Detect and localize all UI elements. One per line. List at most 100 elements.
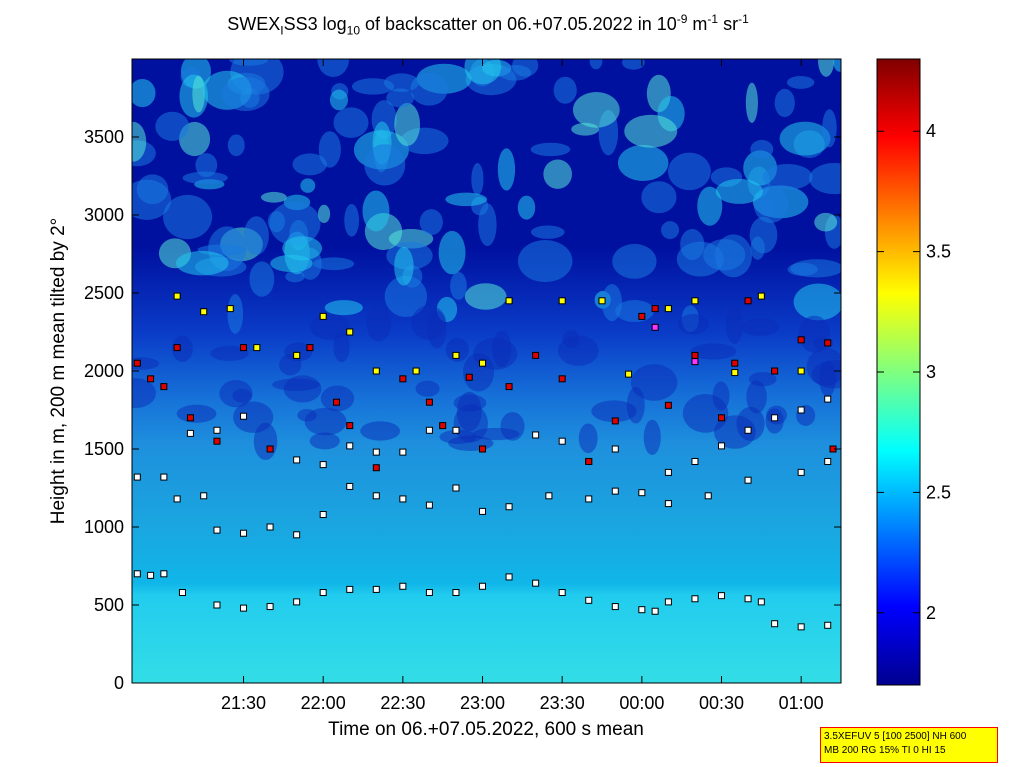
layer-marker-red bbox=[399, 375, 407, 383]
layer-marker-yellow bbox=[293, 351, 301, 359]
layer-marker-yellow bbox=[731, 369, 739, 377]
cloud-gap bbox=[233, 401, 274, 433]
cloud-patch bbox=[478, 203, 497, 247]
cloud-patch bbox=[386, 88, 415, 108]
cloud-patch bbox=[243, 216, 269, 255]
x-tick-label: 21:30 bbox=[221, 693, 266, 713]
cloud-patch bbox=[384, 275, 428, 318]
layer-marker-white bbox=[757, 598, 765, 606]
cloud-patch bbox=[790, 259, 841, 278]
cloud-patch bbox=[589, 59, 603, 70]
cloud-patch bbox=[175, 250, 229, 276]
layer-marker-white bbox=[425, 589, 433, 597]
cloud-patch bbox=[329, 89, 349, 111]
cloud-patch bbox=[260, 191, 287, 203]
cloud-gap bbox=[320, 385, 355, 412]
cloud-patch bbox=[617, 144, 669, 181]
layer-marker-white bbox=[718, 442, 726, 450]
colorbar-tick-label: 3.5 bbox=[926, 242, 951, 262]
layer-marker-red bbox=[744, 297, 752, 305]
layer-marker-white bbox=[664, 468, 672, 476]
layer-marker-white bbox=[346, 585, 354, 593]
cloud-patch bbox=[745, 82, 758, 123]
layer-marker-white bbox=[824, 395, 832, 403]
layer-marker-white bbox=[173, 495, 181, 503]
layer-marker-white bbox=[346, 442, 354, 450]
y-tick-label: 500 bbox=[94, 595, 124, 615]
cloud-patch bbox=[324, 300, 363, 316]
layer-marker-white bbox=[479, 507, 487, 515]
cloud-gap bbox=[591, 400, 637, 423]
cloud-patch bbox=[814, 212, 838, 232]
layer-marker-red bbox=[585, 457, 593, 465]
layer-marker-white bbox=[718, 592, 726, 600]
layer-marker-white bbox=[452, 589, 460, 597]
colorbar-tick-label: 4 bbox=[926, 121, 936, 141]
cloud-patch bbox=[793, 283, 841, 321]
layer-marker-white bbox=[213, 426, 221, 434]
layer-marker-white bbox=[452, 484, 460, 492]
layer-marker-yellow bbox=[452, 351, 460, 359]
y-tick-label: 0 bbox=[114, 673, 124, 693]
cloud-patch bbox=[313, 257, 355, 271]
layer-marker-white bbox=[664, 598, 672, 606]
layer-marker-white bbox=[399, 582, 407, 590]
layer-marker-white bbox=[240, 529, 248, 537]
cloud-patch bbox=[227, 134, 245, 157]
cloud-patch bbox=[192, 75, 205, 113]
layer-marker-white bbox=[505, 573, 513, 581]
y-tick-label: 3000 bbox=[84, 205, 124, 225]
layer-marker-white bbox=[293, 598, 301, 606]
x-tick-label: 01:00 bbox=[779, 693, 824, 713]
colorbar-tick-label: 2.5 bbox=[926, 482, 951, 502]
cloud-patch bbox=[132, 78, 156, 108]
layer-marker-yellow bbox=[173, 292, 181, 300]
x-tick-label: 00:00 bbox=[619, 693, 664, 713]
layer-marker-white bbox=[319, 589, 327, 597]
layer-marker-magenta bbox=[651, 323, 659, 331]
layer-marker-white bbox=[319, 461, 327, 469]
layer-marker-white bbox=[744, 595, 752, 603]
layer-marker-white bbox=[638, 606, 646, 614]
layer-marker-white bbox=[585, 596, 593, 604]
cloud-patch bbox=[410, 72, 448, 106]
layer-marker-white bbox=[664, 500, 672, 508]
layer-marker-yellow bbox=[412, 367, 420, 375]
layer-marker-white bbox=[240, 604, 248, 612]
cloud-gap bbox=[304, 407, 347, 436]
cloud-gap bbox=[558, 335, 599, 366]
layer-marker-red bbox=[651, 305, 659, 313]
cloud-gap bbox=[748, 371, 777, 387]
x-axis: 21:30 22:00 22:30 23:00 23:30 00:00 00:30 01:00 bbox=[221, 59, 824, 713]
layer-marker-white bbox=[346, 482, 354, 490]
layer-marker-white bbox=[691, 595, 699, 603]
chart-title: SWEXISS3 log10 of backscatter on 06.+07.… bbox=[227, 12, 749, 38]
layer-marker-white bbox=[186, 429, 194, 437]
y-tick-label: 2500 bbox=[84, 283, 124, 303]
cloud-patch bbox=[749, 216, 778, 254]
cloud-patch bbox=[661, 221, 680, 240]
y-tick-label: 1500 bbox=[84, 439, 124, 459]
cloud-patch bbox=[601, 283, 622, 322]
cloud-patch bbox=[450, 271, 467, 300]
x-tick-label: 00:30 bbox=[699, 693, 744, 713]
layer-marker-red bbox=[306, 344, 314, 352]
colorbar: 2 2.5 3 3.5 4 bbox=[876, 58, 951, 686]
cloud-gap bbox=[176, 404, 217, 423]
cloud-patch bbox=[750, 139, 774, 159]
cloud-patch bbox=[809, 163, 841, 195]
cloud-patch bbox=[318, 131, 341, 168]
cloud-gap bbox=[677, 314, 709, 335]
layer-marker-red bbox=[558, 375, 566, 383]
layer-marker-white bbox=[266, 523, 274, 531]
cloud-gap bbox=[172, 335, 193, 362]
layer-marker-white bbox=[651, 607, 659, 615]
layer-marker-yellow bbox=[558, 297, 566, 305]
cloud-patch bbox=[394, 246, 414, 286]
layer-marker-red bbox=[465, 373, 473, 381]
layer-marker-white bbox=[558, 589, 566, 597]
cloud-patch bbox=[697, 186, 723, 226]
cloud-patch bbox=[498, 64, 532, 81]
layer-marker-red bbox=[532, 351, 540, 359]
layer-marker-yellow bbox=[226, 305, 234, 313]
